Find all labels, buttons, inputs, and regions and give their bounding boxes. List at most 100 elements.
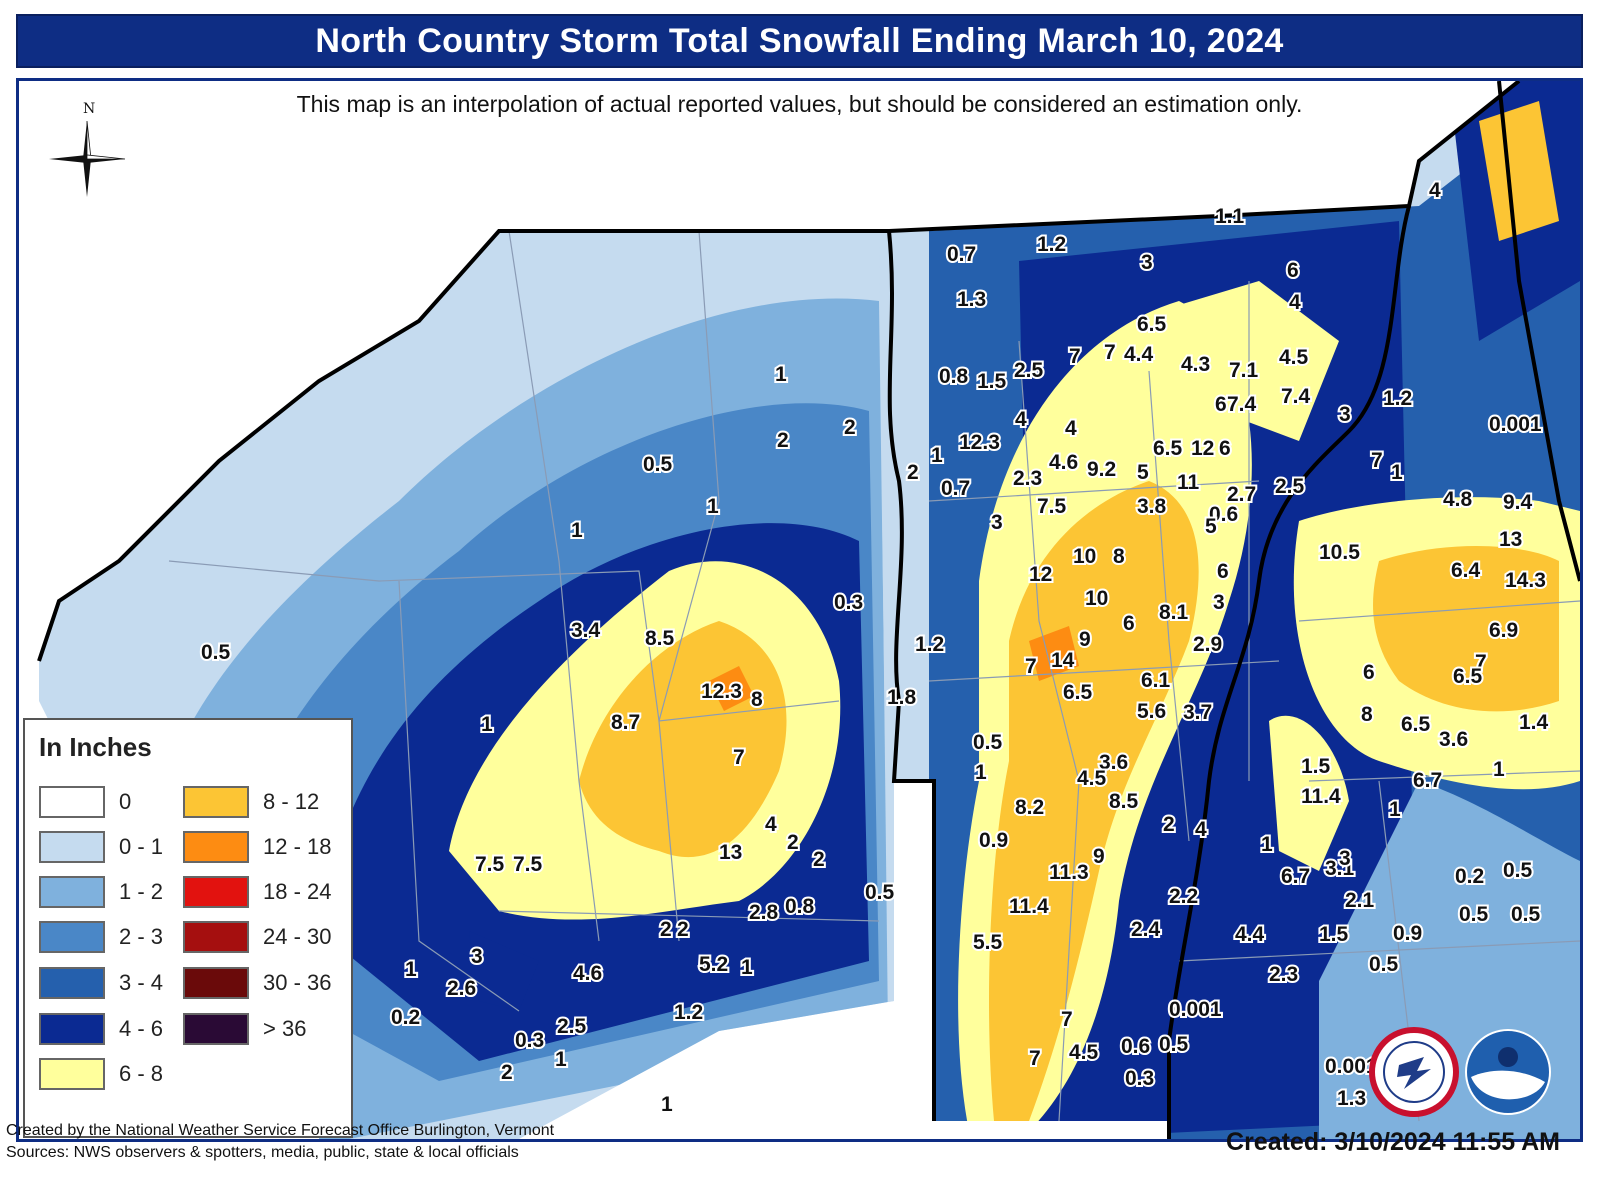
snowfall-value: 3 (1141, 251, 1153, 274)
snowfall-value: 7.5 (475, 853, 505, 876)
snowfall-value: 0.6 (1209, 503, 1238, 526)
snowfall-value: 12 (1029, 563, 1052, 586)
snowfall-value: 3.1 (1325, 857, 1355, 880)
legend-label: 18 - 24 (263, 879, 332, 904)
snowfall-value: 12.3 (701, 680, 742, 703)
snowfall-value: 11.3 (1049, 861, 1089, 884)
snowfall-value: 6 (1217, 560, 1229, 583)
snowfall-value: 2 (777, 429, 789, 452)
snowfall-value: 2.3 (1269, 963, 1298, 986)
legend-label: > 36 (263, 1016, 307, 1041)
noaa-logo-icon (1465, 1029, 1551, 1115)
snowfall-value: 6.5 (1401, 713, 1431, 736)
snowfall-value: 2.3 (1013, 467, 1042, 490)
map-disclaimer: This map is an interpolation of actual r… (296, 91, 1303, 117)
snowfall-value: 4 (765, 813, 777, 836)
snowfall-value: 4 (1065, 417, 1077, 440)
snowfall-value: 3 (1339, 847, 1351, 870)
snowfall-value: 7 (1025, 655, 1037, 678)
legend-swatch (39, 876, 105, 908)
snowfall-value: 0.5 (1369, 953, 1399, 976)
snowfall-value: 0.7 (947, 243, 976, 266)
snowfall-value-labels: 1.1 1.2 0.7 1.3 3 6 4 4 0.8 1.5 2.5 7 7 … (199, 177, 1551, 1118)
snowfall-value: 2.7 (1227, 483, 1256, 506)
snowfall-value: 10 (1085, 587, 1108, 610)
snowfall-value: 0.5 (973, 731, 1003, 754)
snowfall-value: 0.5 (865, 881, 895, 904)
legend-swatch (39, 1013, 105, 1045)
snowfall-value: 6 (1123, 612, 1135, 635)
snowfall-value: 1 (481, 713, 493, 736)
snowfall-value: 1.5 (977, 370, 1007, 393)
snowfall-value: 8.2 (1015, 796, 1044, 819)
snowfall-value: 4 (1429, 179, 1441, 202)
legend-item: 24 - 30 (183, 921, 332, 953)
legend-item: 8 - 12 (183, 786, 319, 818)
created-timestamp: Created: 3/10/2024 11:55 AM (1226, 1128, 1560, 1156)
snowfall-value: 11.4 (1301, 785, 1341, 808)
snowfall-value: 9 (1093, 845, 1105, 868)
snowfall-value: 3 (471, 945, 483, 968)
snowfall-value: 0.001 (1489, 413, 1542, 436)
snowfall-value: 1.5 (1319, 923, 1349, 946)
snowfall-value: 10 (1073, 545, 1096, 568)
snowfall-value: 2.6 (447, 977, 476, 1000)
legend-label: 30 - 36 (263, 970, 332, 995)
snowfall-value: 4.8 (1443, 488, 1473, 511)
snowfall-value: 1 (931, 444, 943, 467)
credit-sources: Sources: NWS observers & spotters, media… (6, 1144, 519, 1161)
snowfall-value: 2 (844, 416, 856, 439)
legend-item: 12 - 18 (183, 831, 332, 863)
snowfall-value: 3.6 (1099, 751, 1128, 774)
snowfall-value: 6.5 (1153, 437, 1183, 460)
legend-swatch (39, 831, 105, 863)
legend-swatch (183, 876, 249, 908)
snowfall-value: 1.3 (957, 288, 986, 311)
snowfall-value: 0.5 (1503, 859, 1533, 882)
legend-item: 6 - 8 (39, 1058, 163, 1090)
snowfall-value: 0.001 (1169, 998, 1222, 1021)
snowfall-value: 1.2 (1037, 233, 1066, 256)
snowfall-value: 7 (733, 746, 745, 769)
snowfall-map: 1.1 1.2 0.7 1.3 3 6 4 4 0.8 1.5 2.5 7 7 … (37, 81, 1580, 1139)
snowfall-value: 0.8 (785, 895, 815, 918)
snowfall-value: 8.7 (611, 711, 640, 734)
legend-item: > 36 (183, 1013, 306, 1045)
snowfall-value: 6 (1287, 259, 1299, 282)
snowfall-value: 3.4 (571, 619, 601, 642)
snowfall-value: 8.5 (645, 627, 675, 650)
snowfall-value: 2.4 (1131, 918, 1161, 941)
legend-item: 30 - 36 (183, 967, 332, 999)
legend-item: 2 - 3 (39, 921, 163, 953)
legend-swatch (183, 786, 249, 818)
snowfall-value: 14 (1051, 649, 1075, 672)
map-legend: In Inches 0 0 - 1 1 - 2 2 - 3 3 - 4 4 - … (23, 718, 353, 1138)
snowfall-value: 0.2 (391, 1006, 420, 1029)
snowfall-value: 3 (1213, 591, 1225, 614)
snowfall-value: 1 (1391, 461, 1403, 484)
snowfall-value: 2.2 (1169, 885, 1198, 908)
map-frame: 1.1 1.2 0.7 1.3 3 6 4 4 0.8 1.5 2.5 7 7 … (16, 78, 1583, 1142)
snowfall-value: 9.2 (1087, 458, 1116, 481)
snowfall-value: 9.4 (1503, 491, 1533, 514)
snowfall-value: 3.6 (1439, 728, 1468, 751)
snowfall-value: 4.5 (1077, 767, 1107, 790)
snowfall-value: 1.4 (1519, 711, 1549, 734)
legend-item: 1 - 2 (39, 876, 163, 908)
snowfall-value: 7 (1061, 1008, 1073, 1031)
snowfall-value: 3 (1339, 403, 1351, 426)
legend-label: 8 - 12 (263, 789, 320, 814)
legend-title: In Inches (39, 732, 152, 762)
legend-label: 1 - 2 (119, 879, 164, 904)
snowfall-value: 2 (907, 461, 919, 484)
snowfall-value: 6.9 (1489, 619, 1518, 642)
snowfall-value: 0.5 (643, 453, 673, 476)
legend-label: 6 - 8 (119, 1061, 164, 1086)
county-boundaries (168, 230, 1580, 1122)
legend-item: 0 (39, 786, 131, 818)
snowfall-value: 7 (1371, 449, 1383, 472)
snowfall-value: 4 (1015, 408, 1027, 431)
north-arrow-icon: N (49, 101, 126, 197)
snowfall-value: 8 (1113, 545, 1125, 568)
snowfall-value: 7 (1475, 651, 1487, 674)
